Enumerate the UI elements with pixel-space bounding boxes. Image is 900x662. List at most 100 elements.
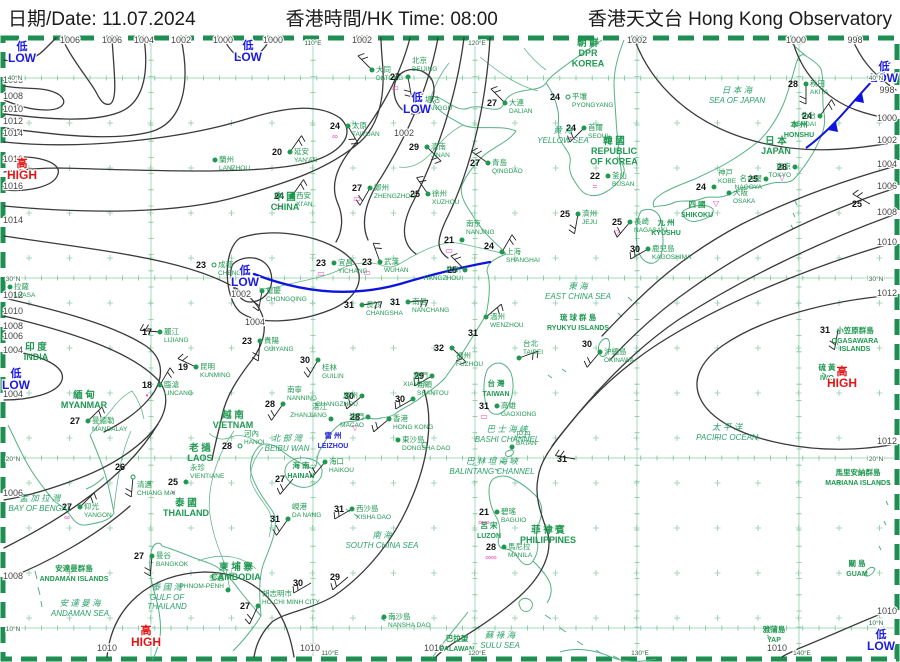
isobar-value: 1008 (877, 207, 897, 217)
station-name-en: MANILA (508, 552, 533, 559)
station-name-zh: 重慶 (266, 285, 281, 295)
isobar-value: 1004 (134, 35, 154, 45)
weather-station (252, 288, 265, 312)
area-label-en: MARIANA ISLANDS (825, 480, 891, 487)
station-temp: 27 (275, 474, 285, 484)
station-name-zh: 高雄 (501, 400, 516, 410)
isobar-value: 1014 (3, 215, 23, 225)
wind-barb (407, 299, 429, 308)
isobar-line (3, 235, 265, 461)
edge-coordinate: 130°E (631, 649, 649, 657)
station-name-en: TAIYUAN (352, 131, 380, 138)
station-dot (322, 459, 328, 465)
chart-time: 香港時間/HK Time: 08:00 (285, 9, 498, 30)
station-temp: 29 (409, 142, 419, 152)
weather-station (490, 86, 508, 106)
station-name-zh: 廈門 (413, 370, 428, 380)
station-dot (365, 414, 371, 420)
station-name-zh: 杭州 (446, 264, 461, 274)
isobar-value: 1012 (3, 116, 23, 126)
station-name-zh: 大阪 (733, 187, 748, 197)
station-temp: 31 (820, 325, 830, 335)
area-label-en: LUZON (477, 533, 501, 540)
station-name-en: SHANTOU (417, 390, 449, 397)
station-dot (501, 544, 507, 550)
station-name-zh: 胡志明市 (262, 588, 292, 598)
station-dot (817, 113, 823, 119)
area-label-en: RYUKYU ISLANDS (547, 325, 609, 332)
weather-symbol: ▽ (352, 423, 359, 432)
isobar-line (3, 297, 161, 433)
area-label-zh: 雷 州 (324, 431, 341, 440)
coastline (518, 560, 620, 660)
station-name-en: TANGGU (425, 105, 453, 112)
isobar-value: 1000 (786, 35, 806, 45)
station-dot (499, 249, 505, 255)
weather-station (77, 492, 97, 510)
area-label-zh: 巴拉望 (446, 633, 469, 643)
station-name-en: DONGSHA DAO (402, 445, 450, 452)
station-name-en: LHASA (14, 292, 36, 299)
weather-station (237, 443, 243, 449)
isobar-line (791, 37, 897, 120)
weather-station (272, 516, 291, 536)
station-temp: 17 (142, 327, 152, 337)
station-name-zh: 麗江 (164, 327, 179, 336)
station-name-zh: 東沙島 (402, 434, 425, 444)
weather-station (565, 94, 571, 100)
weather-symbol: ∞ (64, 513, 70, 522)
station-temp: 24 (566, 123, 576, 133)
station-name-en: GUILIN (322, 373, 344, 380)
weather-symbol: ▽ (779, 173, 786, 182)
station-name-en: SENDAI (792, 121, 816, 128)
cold-front-triangle (876, 68, 886, 78)
isobar-value: 1002 (231, 289, 251, 299)
country-label-zh: 老 撾 (188, 442, 211, 454)
isobar-line (696, 294, 897, 450)
wind-barb (139, 323, 161, 333)
high-label-zh: 高 (141, 623, 152, 637)
station-name-en: TOKYO (768, 172, 791, 179)
station-name-zh: 仙台 (801, 110, 816, 120)
station-dot (575, 211, 581, 217)
station-dot (605, 173, 611, 179)
station-name-en: XUZHOU (432, 199, 460, 206)
high-label-zh: 高 (17, 156, 28, 170)
isobar-value: 1006 (102, 35, 122, 45)
station-dot (259, 288, 265, 294)
station-name-en: HONG KONG (393, 424, 433, 431)
weather-station (516, 350, 539, 361)
station-dot (405, 299, 411, 305)
station-name-en: NAGASAKI (634, 227, 667, 234)
wind-barb (819, 99, 836, 117)
station-name-zh: 桂林 (322, 362, 337, 372)
isobar-line (3, 37, 186, 138)
wind-barb (490, 86, 506, 104)
wind-barb (583, 351, 601, 368)
isobar-value: 1010 (3, 104, 23, 114)
station-name-zh: 廣州 (343, 390, 358, 400)
area-label-zh: 雅蒲島 (763, 624, 786, 634)
station-dot (85, 418, 91, 424)
station-dot (509, 444, 515, 450)
coastline (312, 82, 547, 470)
station-temp: 24 (802, 111, 812, 121)
station-name-en: DATONG (376, 75, 403, 82)
station-dot (483, 314, 489, 320)
wind-barb (355, 187, 371, 206)
isobar-line (633, 37, 897, 151)
country-label-en: CAMBODIA (211, 572, 261, 582)
weather-station (183, 479, 189, 485)
wind-barb (292, 582, 312, 594)
station-dot (367, 185, 373, 191)
isobar-value: 1008 (3, 571, 23, 581)
sea-label-zh: 蘇 祿 海 (485, 630, 517, 640)
weather-symbol: ▭ (391, 83, 399, 92)
station-name-zh: 首爾 (588, 122, 603, 132)
wind-barb (613, 221, 631, 238)
weather-symbol: ∞∞ (478, 518, 490, 527)
sea-label-en: ANDAMAN SEA (50, 609, 109, 618)
country-label-zh: 印 度 (25, 341, 47, 353)
weather-station (509, 444, 515, 450)
station-dot (157, 382, 163, 388)
